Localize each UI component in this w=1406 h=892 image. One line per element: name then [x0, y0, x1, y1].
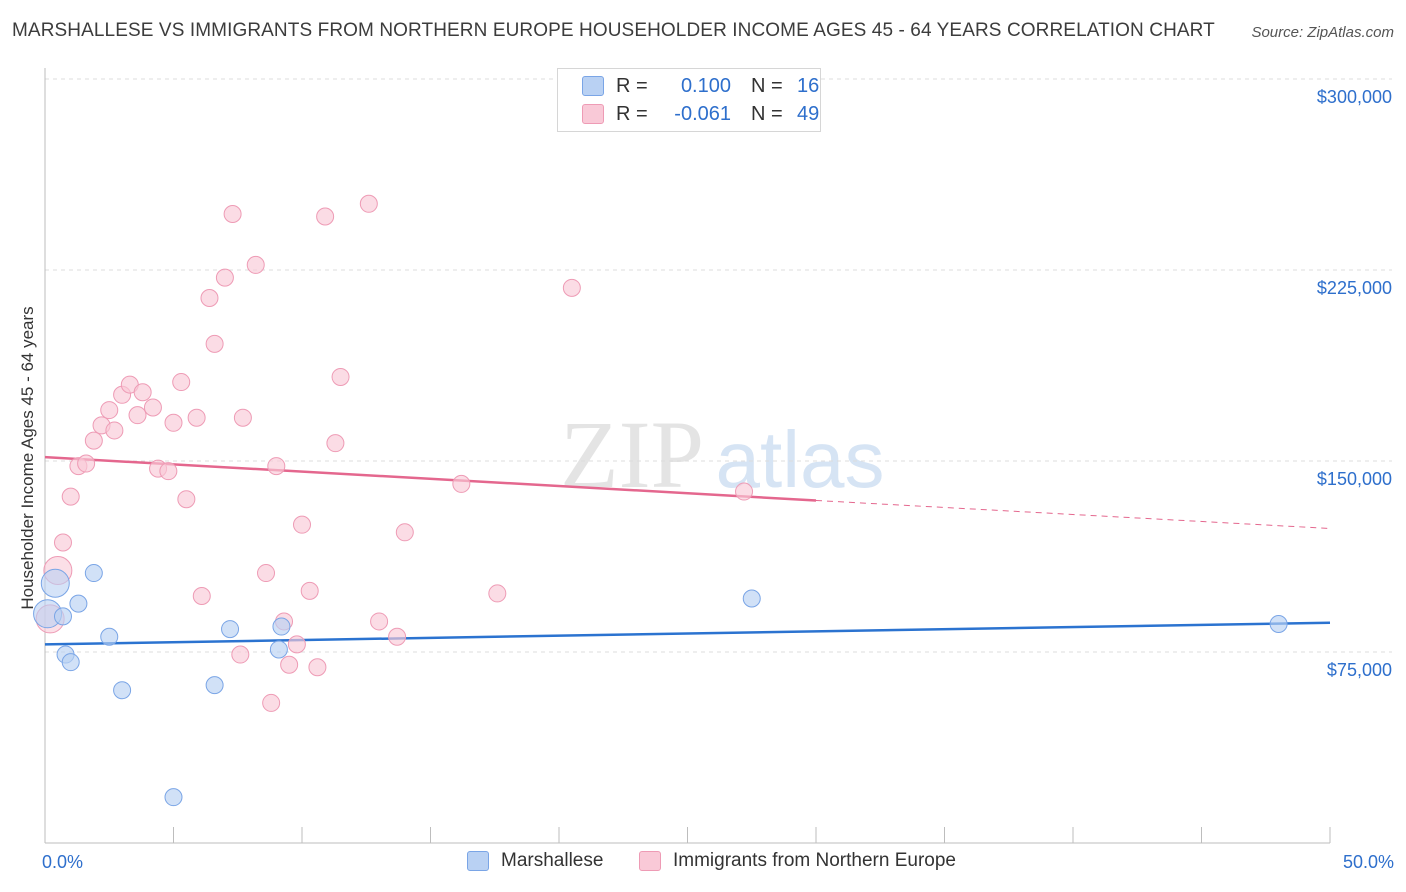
- point-marshallese: [69, 594, 88, 613]
- point-northern-europe: [370, 612, 389, 631]
- point-northern-europe: [53, 533, 72, 552]
- point-northern-europe: [308, 658, 327, 677]
- pink-swatch: [582, 104, 604, 124]
- point-marshallese: [221, 620, 240, 639]
- x-tick-min: 0.0%: [42, 852, 84, 872]
- n-label: N =: [751, 74, 783, 97]
- point-northern-europe: [77, 454, 96, 473]
- point-northern-europe: [128, 406, 147, 425]
- point-northern-europe: [316, 207, 335, 226]
- legend-row-marshallese: R = 0.100 N = 16: [558, 73, 819, 99]
- point-northern-europe: [187, 408, 206, 427]
- point-northern-europe: [233, 408, 252, 427]
- point-northern-europe: [177, 490, 196, 509]
- point-northern-europe: [267, 457, 286, 476]
- point-northern-europe: [164, 413, 183, 432]
- x-tick-max: 50.0%: [1342, 852, 1394, 872]
- point-northern-europe: [300, 581, 319, 600]
- legend-item-northern-europe[interactable]: Immigrants from Northern Europe: [639, 850, 956, 872]
- trendline-northern-europe-extension: [815, 499, 1331, 529]
- point-northern-europe: [172, 373, 191, 392]
- r-label: R =: [616, 74, 648, 97]
- n-label: N =: [751, 102, 783, 125]
- correlation-legend: R = 0.100 N = 16 R = -0.061 N = 49: [557, 68, 821, 132]
- point-northern-europe: [326, 434, 345, 453]
- point-marshallese: [205, 676, 224, 695]
- pink-swatch: [639, 851, 661, 871]
- point-northern-europe: [105, 421, 124, 440]
- trendline-marshallese: [44, 621, 1331, 646]
- point-marshallese: [61, 653, 80, 672]
- n-value: 49: [797, 102, 820, 125]
- y-tick-label: $225,000: [1317, 278, 1392, 298]
- r-value: -0.061: [674, 102, 731, 125]
- point-marshallese: [113, 681, 132, 700]
- legend-label: Marshallese: [501, 850, 604, 871]
- blue-swatch: [582, 76, 604, 96]
- r-value: 0.100: [680, 74, 731, 97]
- point-northern-europe: [562, 278, 581, 297]
- point-northern-europe: [133, 383, 152, 402]
- point-northern-europe: [388, 627, 407, 646]
- point-northern-europe: [215, 268, 234, 287]
- point-northern-europe: [395, 523, 414, 542]
- point-northern-europe: [205, 334, 224, 353]
- point-northern-europe: [192, 586, 211, 605]
- y-tick-label: $300,000: [1317, 87, 1392, 107]
- source-label: Source: ZipAtlas.com: [1251, 24, 1394, 41]
- point-northern-europe: [61, 487, 80, 506]
- legend-label: Immigrants from Northern Europe: [673, 850, 956, 871]
- legend-row-northern-europe: R = -0.061 N = 49: [558, 101, 819, 127]
- point-marshallese: [84, 564, 103, 583]
- point-northern-europe: [257, 564, 276, 583]
- point-marshallese: [164, 788, 183, 807]
- point-marshallese: [742, 589, 761, 608]
- point-marshallese: [53, 607, 72, 626]
- point-northern-europe: [200, 289, 219, 308]
- y-tick-label: $75,000: [1327, 660, 1392, 680]
- point-northern-europe: [331, 367, 350, 386]
- point-northern-europe: [359, 194, 378, 213]
- point-northern-europe: [231, 645, 250, 664]
- point-marshallese: [100, 627, 119, 646]
- legend-item-marshallese[interactable]: Marshallese: [467, 850, 603, 872]
- point-northern-europe: [143, 398, 162, 417]
- point-northern-europe: [159, 462, 178, 481]
- point-marshallese: [40, 568, 70, 598]
- point-northern-europe: [223, 204, 242, 223]
- r-label: R =: [616, 102, 648, 125]
- point-northern-europe: [246, 255, 265, 274]
- point-northern-europe: [735, 482, 754, 501]
- point-northern-europe: [280, 655, 299, 674]
- point-northern-europe: [488, 584, 507, 603]
- point-northern-europe: [287, 635, 306, 654]
- n-value: 16: [797, 74, 820, 97]
- point-northern-europe: [262, 693, 281, 712]
- point-marshallese: [269, 640, 288, 659]
- y-tick-label: $150,000: [1317, 469, 1392, 489]
- point-northern-europe: [452, 474, 471, 493]
- point-marshallese: [272, 617, 291, 636]
- point-marshallese: [1269, 614, 1288, 633]
- point-northern-europe: [293, 515, 311, 534]
- point-northern-europe: [100, 401, 119, 420]
- chart-title: MARSHALLESE VS IMMIGRANTS FROM NORTHERN …: [12, 20, 1215, 41]
- point-northern-europe: [84, 431, 103, 450]
- blue-swatch: [467, 851, 489, 871]
